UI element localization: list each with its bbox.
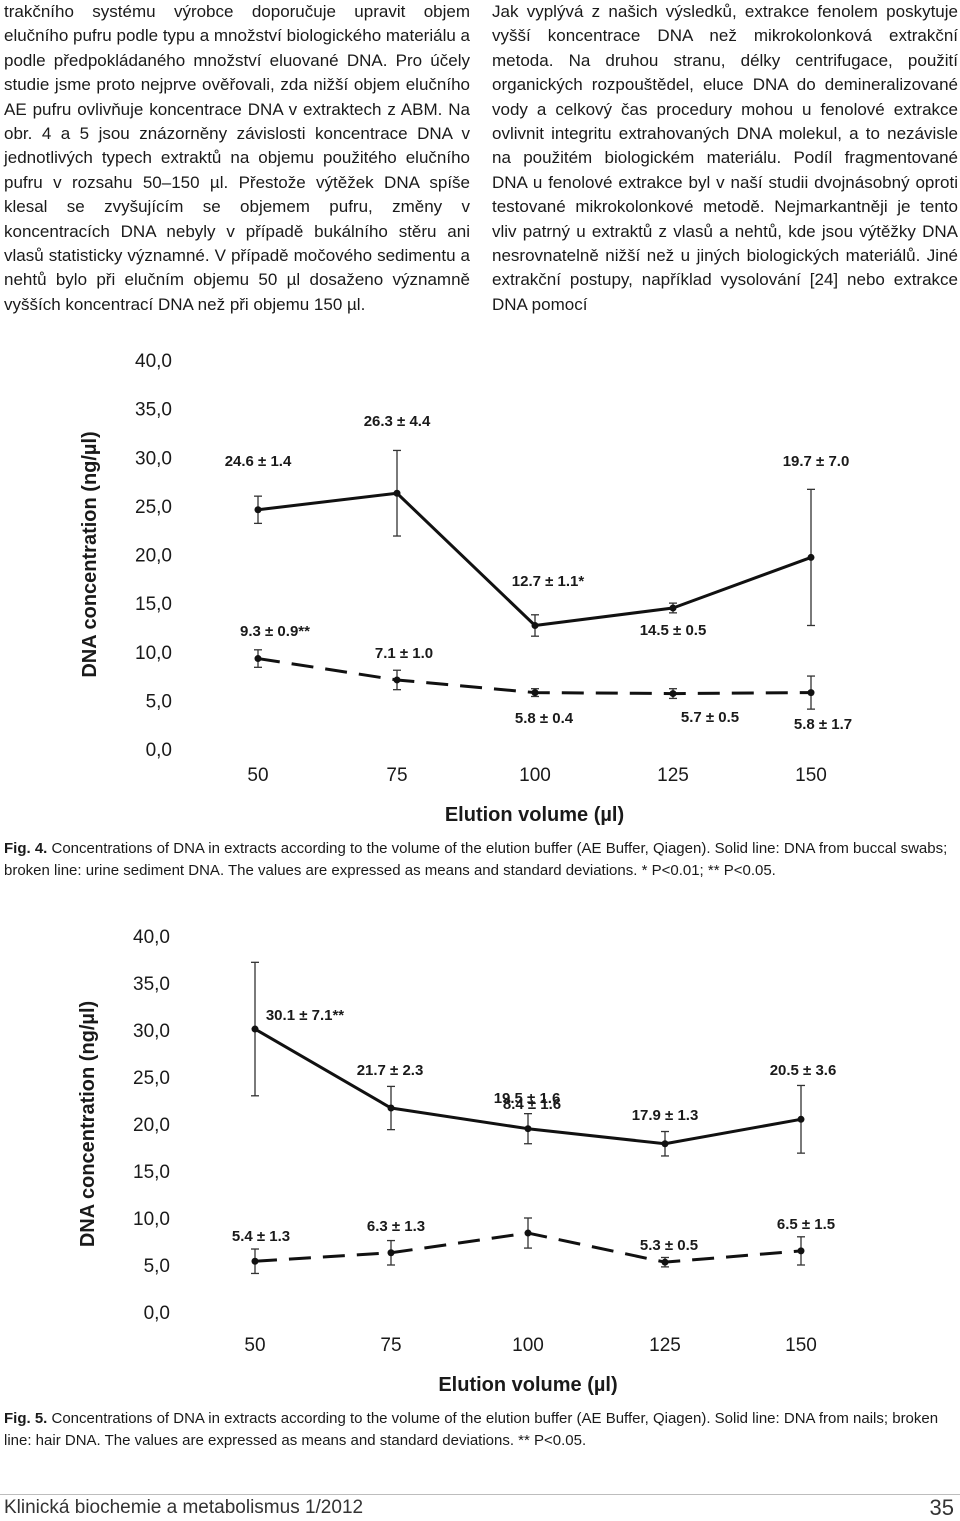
- data-label: 7.1 ± 1.0: [375, 645, 433, 662]
- y-tick-label: 10,0: [135, 643, 172, 664]
- y-tick-label: 30,0: [135, 448, 172, 469]
- figure-5-chart: 0,0 5,0 10,0 15,0 20,0 25,0 30,0 35,0 40,0 50 75 10…: [0, 920, 960, 1400]
- data-point: [661, 1258, 669, 1266]
- figure-5-label: Fig. 5.: [4, 1410, 48, 1427]
- footer-divider: [0, 1494, 960, 1495]
- data-point: [661, 1140, 669, 1148]
- y-tick-label: 25,0: [135, 497, 172, 518]
- data-point: [531, 621, 539, 629]
- x-tick-label: 75: [386, 765, 407, 786]
- y-axis-title: DNA concentration (ng/µl): [79, 431, 101, 677]
- data-label: 19.5 ± 1.6: [494, 1090, 561, 1107]
- x-tick-label: 150: [795, 765, 827, 786]
- data-point: [669, 604, 677, 612]
- y-tick-label: 5,0: [146, 691, 172, 712]
- data-label: 17.9 ± 1.3: [632, 1107, 699, 1124]
- data-point: [531, 689, 539, 697]
- figure-5-caption: Fig. 5. Concentrations of DNA in extract…: [4, 1408, 958, 1452]
- right-column: Jak vyplývá z našich výsledků, extrakce …: [492, 0, 958, 317]
- figure-4-chart: 0,0 5,0 10,0 15,0 20,0 25,0 30,0 35,0 40,0 50 75 10…: [0, 340, 960, 830]
- figure-5-caption-text: Concentrations of DNA in extracts accord…: [4, 1410, 939, 1449]
- data-point: [797, 1247, 805, 1255]
- y-tick-label: 15,0: [133, 1162, 170, 1183]
- y-tick-label: 0,0: [144, 1303, 170, 1324]
- data-label: 24.6 ± 1.4: [225, 453, 292, 470]
- data-label: 5.3 ± 0.5: [640, 1237, 698, 1254]
- x-tick-label: 50: [247, 765, 268, 786]
- data-label: 21.7 ± 2.3: [357, 1062, 424, 1079]
- data-label: 19.7 ± 7.0: [783, 453, 850, 470]
- y-tick-label: 0,0: [146, 740, 172, 761]
- data-point: [387, 1249, 395, 1257]
- data-point: [251, 1025, 259, 1033]
- data-point: [254, 506, 262, 514]
- x-tick-label: 125: [649, 1335, 681, 1356]
- data-point: [393, 489, 401, 497]
- data-label: 5.8 ± 0.4: [515, 710, 574, 727]
- y-tick-label: 40,0: [133, 927, 170, 948]
- x-tick-label: 100: [519, 765, 551, 786]
- data-label: 5.8 ± 1.7: [794, 716, 852, 733]
- data-point: [797, 1115, 805, 1123]
- series-line-solid: [257, 491, 812, 627]
- x-tick-label: 150: [785, 1335, 817, 1356]
- y-tick-label: 20,0: [133, 1115, 170, 1136]
- x-tick-label: 50: [244, 1335, 265, 1356]
- data-point: [387, 1104, 395, 1112]
- data-label: 5.7 ± 0.5: [681, 709, 739, 726]
- y-tick-label: 20,0: [135, 546, 172, 567]
- y-tick-label: 15,0: [135, 594, 172, 615]
- footer-journal-name: Klinická biochemie a metabolismus 1/2012: [4, 1497, 364, 1518]
- x-axis-title: Elution volume (µl): [445, 804, 624, 826]
- data-label: 6.5 ± 1.5: [777, 1216, 835, 1233]
- data-label: 5.4 ± 1.3: [232, 1228, 290, 1245]
- x-axis-title: Elution volume (µl): [438, 1374, 617, 1396]
- data-point: [393, 676, 401, 684]
- y-tick-label: 35,0: [135, 400, 172, 421]
- left-column-text: trakčního systému výrobce doporučuje upr…: [4, 2, 470, 314]
- figure-4-label: Fig. 4.: [4, 840, 48, 857]
- y-tick-label: 40,0: [135, 351, 172, 372]
- footer-page-number: 35: [929, 1495, 954, 1520]
- x-tick-label: 75: [380, 1335, 401, 1356]
- figure-4-caption-text: Concentrations of DNA in extracts accord…: [4, 840, 948, 879]
- data-point: [669, 690, 677, 698]
- data-label: 20.5 ± 3.6: [770, 1062, 837, 1079]
- data-label: 8.4 ± 1.6: [503, 1096, 561, 1113]
- data-point: [524, 1125, 532, 1133]
- data-label: 12.7 ± 1.1*: [512, 573, 585, 590]
- data-point: [524, 1229, 532, 1237]
- data-label: 14.5 ± 0.5: [640, 622, 707, 639]
- x-tick-label: 100: [512, 1335, 544, 1356]
- y-tick-label: 25,0: [133, 1068, 170, 1089]
- data-label: 6.3 ± 1.3: [367, 1218, 425, 1235]
- data-label: 30.1 ± 7.1**: [266, 1007, 344, 1024]
- y-tick-label: 30,0: [133, 1021, 170, 1042]
- right-column-text: Jak vyplývá z našich výsledků, extrakce …: [492, 2, 958, 314]
- y-tick-label: 5,0: [144, 1256, 170, 1277]
- data-point: [251, 1257, 259, 1265]
- y-tick-label: 35,0: [133, 974, 170, 995]
- data-point: [254, 655, 262, 663]
- left-column: trakčního systému výrobce doporučuje upr…: [4, 0, 470, 317]
- x-tick-label: 125: [657, 765, 689, 786]
- data-point: [807, 553, 815, 561]
- y-axis-title: DNA concentration (ng/µl): [77, 1001, 99, 1247]
- data-point: [807, 689, 815, 697]
- figure-4-caption: Fig. 4. Concentrations of DNA in extract…: [4, 838, 958, 882]
- y-tick-label: 10,0: [133, 1209, 170, 1230]
- data-label: 26.3 ± 4.4: [364, 413, 431, 430]
- data-label: 9.3 ± 0.9**: [240, 623, 310, 640]
